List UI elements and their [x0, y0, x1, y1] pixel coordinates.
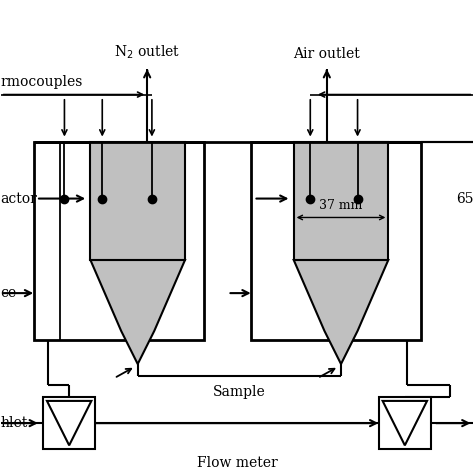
- Text: Air outlet: Air outlet: [293, 47, 360, 62]
- Text: 65: 65: [456, 191, 474, 206]
- Polygon shape: [47, 401, 91, 446]
- Bar: [294, 142, 388, 260]
- Bar: [379, 397, 431, 449]
- Text: N$_2$ outlet: N$_2$ outlet: [114, 44, 180, 62]
- Text: Sample: Sample: [213, 385, 266, 399]
- Text: ce: ce: [0, 286, 17, 300]
- Bar: [91, 142, 185, 260]
- Polygon shape: [91, 260, 185, 364]
- Polygon shape: [383, 401, 427, 446]
- Text: Flow meter: Flow meter: [197, 456, 277, 470]
- Text: actor: actor: [0, 191, 37, 206]
- Bar: [43, 397, 95, 449]
- Polygon shape: [294, 260, 388, 364]
- Bar: [34, 142, 204, 340]
- Bar: [251, 142, 421, 340]
- Text: rmocouples: rmocouples: [0, 75, 83, 89]
- Text: 37 mm: 37 mm: [319, 199, 363, 212]
- Text: hlet: hlet: [0, 416, 28, 430]
